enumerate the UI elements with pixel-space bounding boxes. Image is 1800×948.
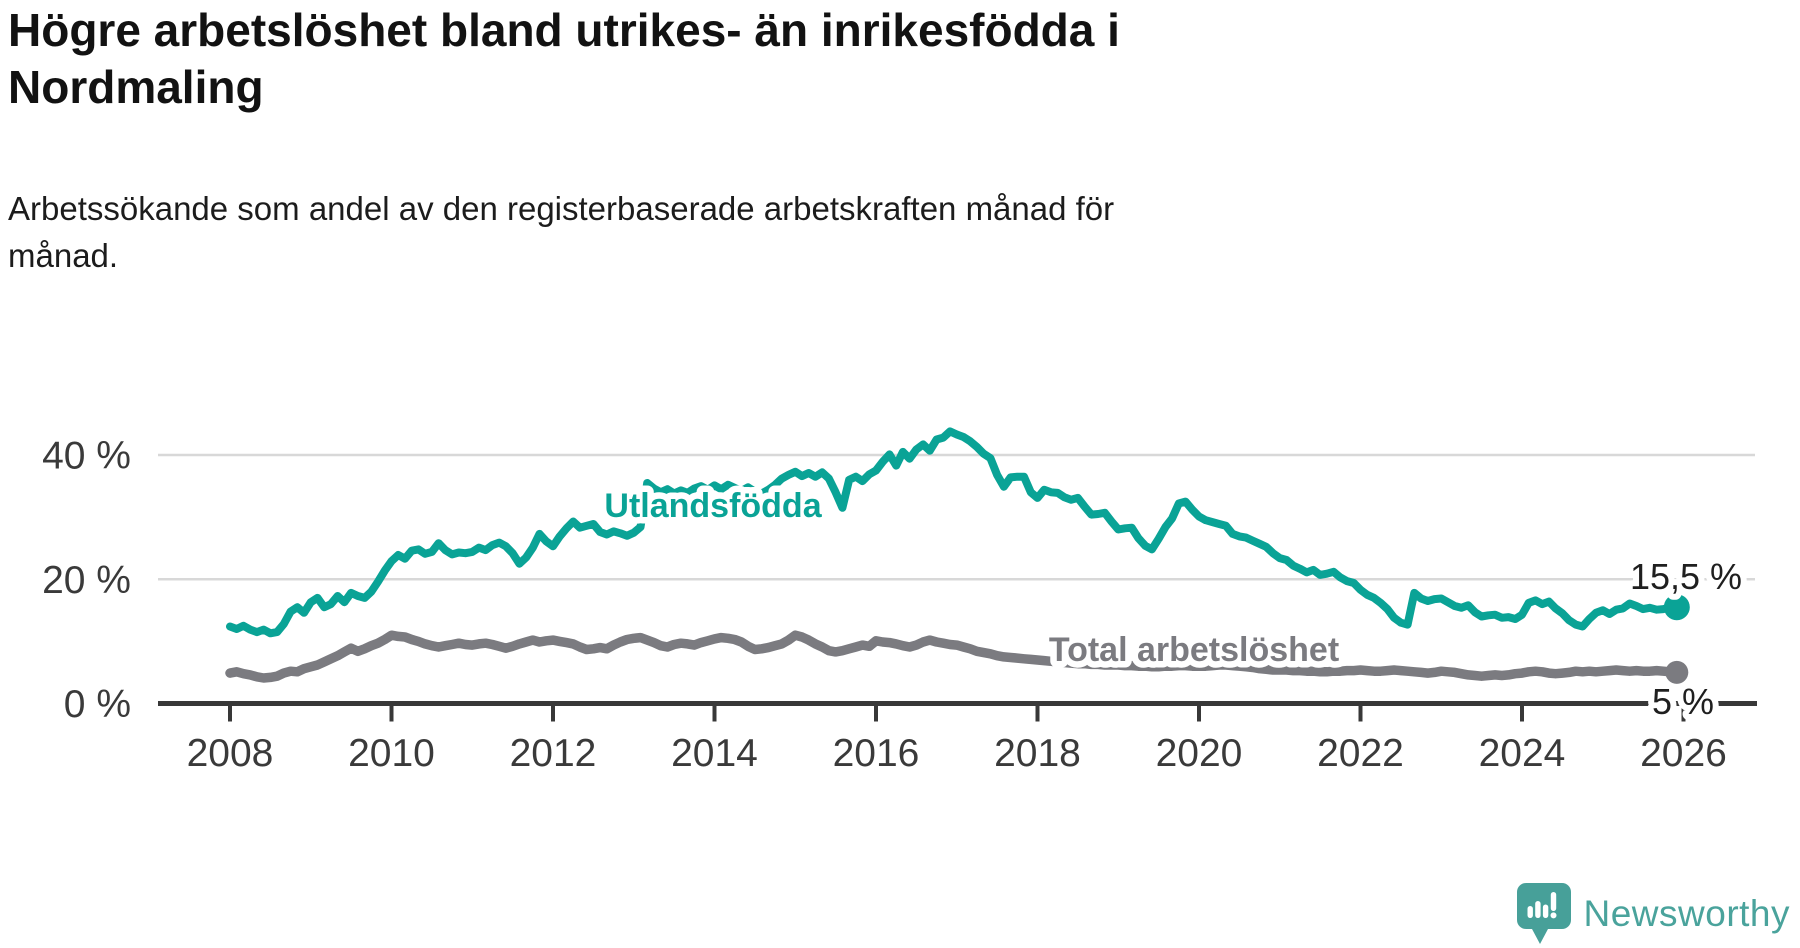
- bar-2: [1534, 901, 1541, 918]
- x-tick-label: 2024: [1479, 732, 1566, 775]
- chart-subtitle-line-2: månad.: [8, 236, 119, 274]
- x-tick-label: 2022: [1317, 732, 1404, 775]
- bar-1: [1527, 906, 1533, 918]
- chart-subtitle: Arbetssökande som andel av den registerb…: [8, 186, 1488, 280]
- series-end-dot-total-arbetsloshet: [1665, 660, 1689, 684]
- page-title: Högre arbetslöshet bland utrikes- än inr…: [8, 2, 1428, 116]
- x-tick-label: 2012: [510, 732, 597, 775]
- x-tick-label: 2014: [671, 732, 758, 775]
- end-value-label-total: 5 %: [1652, 681, 1714, 722]
- series-line-total-arbetsloshet: [225, 630, 1682, 683]
- x-tick-label: 2008: [187, 732, 274, 775]
- series-end-dot-utlandsfodda: [1663, 594, 1690, 621]
- page-title-line-1: Högre arbetslöshet bland utrikes- än inr…: [8, 4, 1120, 56]
- series-label-total-arbetsloshet: Total arbetslöshet: [1049, 631, 1339, 669]
- newsworthy-wordmark: Newsworthy: [1583, 893, 1790, 934]
- y-tick-label: 20 %: [42, 559, 131, 602]
- x-tick-label: 2020: [1156, 732, 1243, 775]
- x-tick-label: 2010: [348, 732, 435, 775]
- chart-series-lines: [225, 427, 1690, 684]
- page-title-line-2: Nordmaling: [8, 61, 264, 114]
- chart-subtitle-line-1: Arbetssökande som andel av den registerb…: [8, 190, 1115, 227]
- series-line-utlandsfodda: [226, 427, 1681, 638]
- newsworthy-logo: Newsworthy: [1516, 882, 1791, 946]
- y-tick-label: 40 %: [42, 435, 131, 478]
- x-tick-label: 2026: [1640, 732, 1727, 775]
- exclamation-stem: [1550, 892, 1556, 911]
- bar-3: [1542, 904, 1548, 918]
- exclamation-dot: [1550, 912, 1556, 919]
- y-tick-label: 0 %: [64, 683, 131, 726]
- x-tick-label: 2016: [833, 732, 920, 775]
- x-tick-label: 2018: [994, 732, 1081, 775]
- series-label-utlandsfodda: Utlandsfödda: [604, 487, 822, 525]
- newsworthy-icon: [1516, 883, 1571, 944]
- chart-grid-and-axes: 0 % 20 % 40 % 2008 2010 2012 2014 2016 2018 2020 2…: [42, 435, 1757, 775]
- end-value-label-utlandsfodda: 15,5 %: [1630, 556, 1742, 597]
